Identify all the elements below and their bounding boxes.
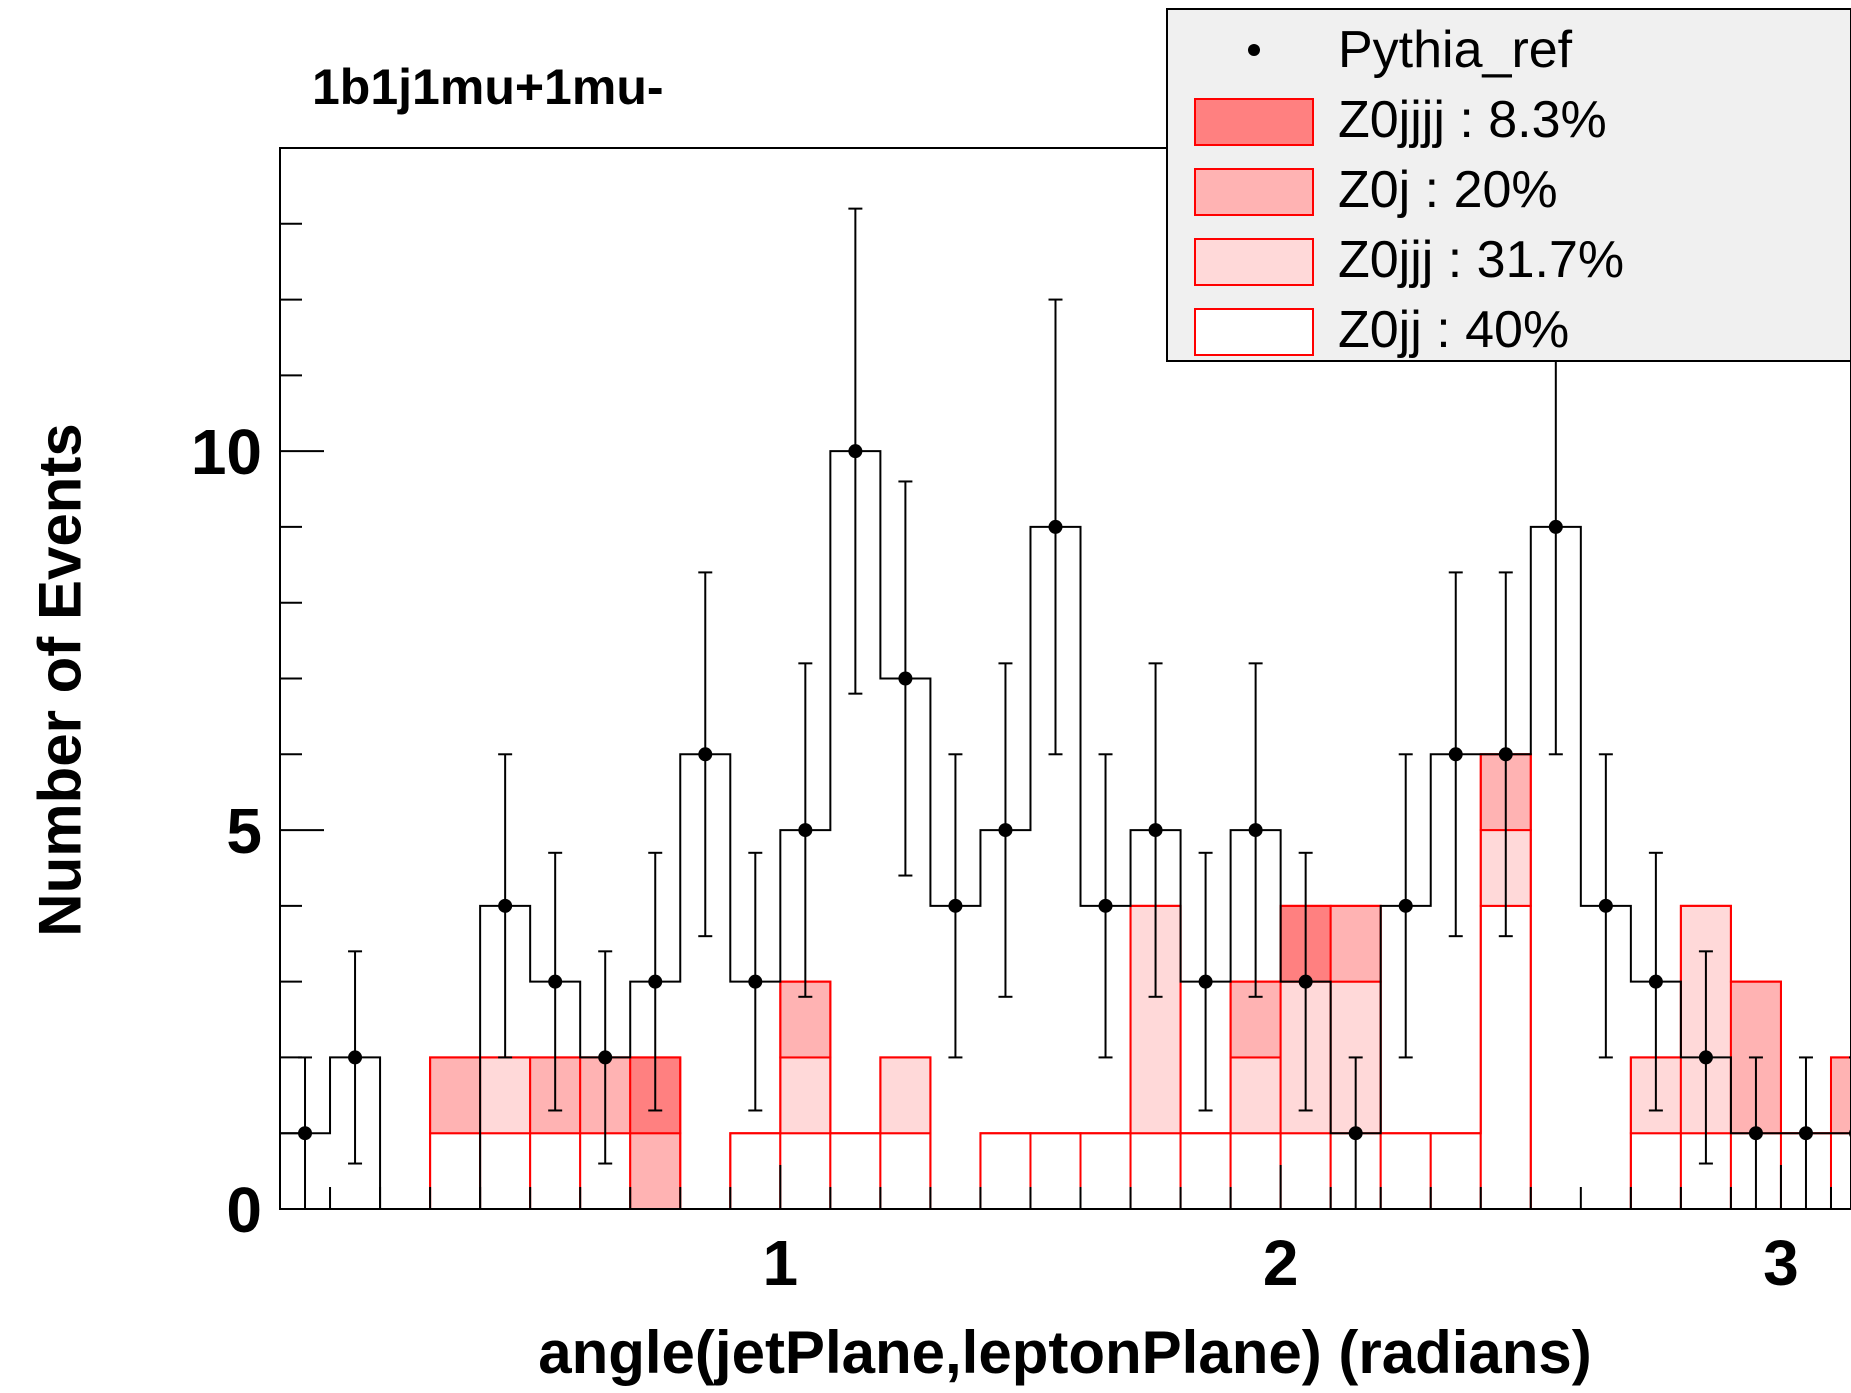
data-point (598, 1050, 613, 1065)
x-tick-label: 2 (1263, 1227, 1299, 1299)
data-point (748, 974, 763, 989)
legend-label: Z0jjj : 31.7% (1338, 231, 1625, 289)
data-point (1098, 898, 1113, 913)
data-point (1148, 823, 1163, 838)
data-point (848, 444, 863, 459)
y-tick-label: 0 (226, 1174, 262, 1246)
reference-histogram-layer (280, 207, 1851, 1210)
bar-segment-1 (1379, 1132, 1432, 1210)
legend-swatch (1194, 308, 1314, 356)
reference-step-line (280, 450, 1851, 1210)
data-point (1748, 1126, 1763, 1141)
bar-segment-1 (429, 1132, 482, 1210)
data-point (1348, 1126, 1363, 1141)
data-point (1248, 823, 1263, 838)
legend-label: Z0j : 20% (1338, 161, 1558, 219)
data-point (648, 974, 663, 989)
data-point (1648, 974, 1663, 989)
axis-ticks-layer: 0 5 10 1 2 3 (191, 147, 1832, 1299)
legend-entry-z0jj: Z0jj : 40% (1168, 296, 1850, 366)
bar-segment-2 (1229, 1056, 1282, 1135)
bar-segment-3 (629, 1132, 682, 1210)
bar-segment-2 (879, 1056, 932, 1135)
bar-segment-1 (879, 1132, 932, 1210)
data-point (1398, 898, 1413, 913)
bar-segment-1 (779, 1132, 832, 1210)
bar-segment-1 (1629, 1132, 1682, 1210)
legend-label: Z0jjjj : 8.3% (1338, 91, 1607, 149)
data-point (1498, 747, 1513, 762)
bar-segment-1 (1079, 1132, 1132, 1210)
data-point (898, 671, 913, 686)
bar-segment-1 (479, 1132, 532, 1210)
legend-swatch (1194, 168, 1314, 216)
chart-title: 1b1j1mu+1mu- (312, 59, 664, 115)
legend-label: Pythia_ref (1338, 21, 1573, 79)
data-point (1198, 974, 1213, 989)
legend-entry-z0jjjj: Z0jjjj : 8.3% (1168, 86, 1850, 156)
data-point (1048, 519, 1063, 534)
data-point (998, 823, 1013, 838)
bar-segment-1 (1229, 1132, 1282, 1210)
bar-segment-2 (479, 1056, 532, 1135)
y-tick-label: 5 (226, 795, 262, 867)
bar-segment-1 (1179, 1132, 1232, 1210)
bar-segment-1 (729, 1132, 782, 1210)
legend-entry-z0jjj: Z0jjj : 31.7% (1168, 226, 1850, 296)
bar-segment-1 (1129, 1132, 1182, 1210)
data-point (1798, 1126, 1813, 1141)
bar-segment-1 (1029, 1132, 1082, 1210)
bar-segment-3 (429, 1056, 482, 1135)
bar-segment-1 (829, 1132, 882, 1210)
data-point (548, 974, 563, 989)
legend: Pythia_ref Z0jjjj : 8.3% Z0j : 20% Z0jjj… (1166, 8, 1851, 362)
legend-swatch (1194, 98, 1314, 146)
data-point (498, 898, 513, 913)
data-point (948, 898, 963, 913)
bar-segment-3 (1329, 904, 1382, 983)
x-axis-label: angle(jetPlane,leptonPlane) (radians) (538, 1319, 1592, 1386)
bar-segment-1 (529, 1132, 582, 1210)
legend-entry-z0j: Z0j : 20% (1168, 156, 1850, 226)
legend-entry-pythia-ref: Pythia_ref (1168, 16, 1850, 86)
data-point (298, 1126, 313, 1141)
bar-segment-1 (1829, 1132, 1851, 1210)
data-point (1598, 898, 1613, 913)
bar-segment-1 (1279, 1132, 1332, 1210)
data-point (348, 1050, 363, 1065)
bar-segment-2 (779, 1056, 832, 1135)
bar-segment-1 (979, 1132, 1032, 1210)
data-point (1448, 747, 1463, 762)
data-point (1698, 1050, 1713, 1065)
bar-segment-3 (1829, 1056, 1851, 1135)
data-point (698, 747, 713, 762)
data-point (798, 823, 813, 838)
data-point (1298, 974, 1313, 989)
bar-segment-1 (1429, 1132, 1482, 1210)
legend-label: Z0jj : 40% (1338, 301, 1570, 359)
y-tick-label: 10 (191, 416, 262, 488)
bar-segment-1 (1479, 904, 1532, 1210)
stacked-bars-layer (280, 753, 1851, 1210)
legend-swatch (1194, 238, 1314, 286)
x-tick-label: 1 (763, 1227, 799, 1299)
x-tick-label: 3 (1763, 1227, 1799, 1299)
y-axis-label: Number of Events (26, 423, 94, 937)
data-point (1548, 519, 1563, 534)
legend-marker-dot (1248, 44, 1260, 56)
